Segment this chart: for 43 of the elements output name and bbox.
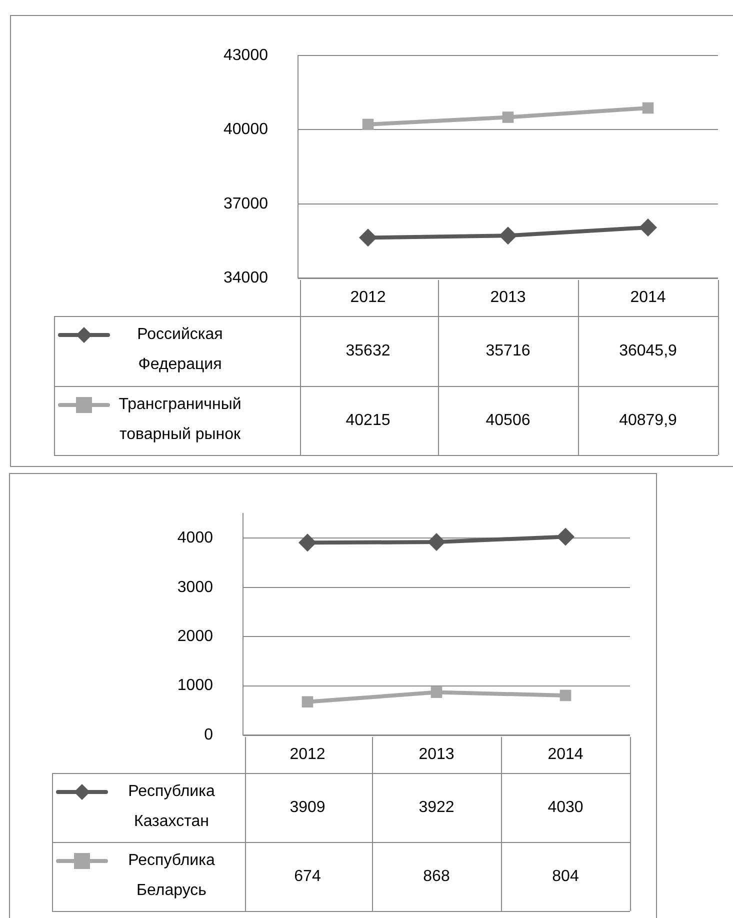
point — [499, 226, 517, 245]
x-tick-label: 2013 — [490, 289, 526, 306]
data-label: 35632 — [346, 342, 390, 360]
y-tick-label: 4000 — [177, 530, 214, 547]
data-label: 674 — [294, 868, 321, 885]
data-label: 35716 — [486, 342, 530, 360]
legend-label: Российская Федерация — [136, 325, 224, 375]
point — [428, 533, 446, 552]
x-tick-label: 2014 — [630, 289, 666, 306]
point — [302, 696, 314, 708]
point — [642, 102, 654, 114]
y-tick-label: 43000 — [224, 47, 268, 64]
data-label: 3922 — [418, 798, 454, 816]
data-label: 804 — [552, 868, 579, 885]
legend-label: Трансграничный товарный рынок — [118, 394, 242, 444]
point — [362, 118, 374, 130]
point — [430, 686, 442, 698]
x-tick-label: 2012 — [290, 746, 326, 764]
point — [560, 690, 572, 702]
y-tick-label: 3000 — [177, 578, 214, 596]
point — [556, 528, 574, 546]
data-label: 40506 — [486, 412, 530, 429]
x-tick-label: 2013 — [418, 746, 454, 764]
y-tick-label: 37000 — [224, 195, 268, 212]
y-tick-label: 1000 — [177, 677, 214, 694]
data-label: 4030 — [548, 798, 584, 816]
y-tick-label: 40000 — [224, 121, 268, 138]
point — [639, 218, 657, 236]
data-label: 36045,9 — [619, 342, 678, 360]
point — [298, 534, 316, 552]
data-label: 868 — [423, 868, 450, 885]
y-tick-label: 2000 — [177, 628, 214, 646]
y-tick-label: 34000 — [224, 269, 268, 286]
data-label: 40879,9 — [619, 412, 678, 429]
data-label: 40215 — [346, 412, 390, 429]
data-label: 3909 — [290, 798, 326, 816]
legend-label: Республика Казахстан — [127, 782, 216, 832]
x-tick-label: 2014 — [548, 746, 584, 764]
x-tick-label: 2012 — [350, 289, 386, 306]
point — [359, 228, 377, 247]
y-tick-label: 0 — [204, 726, 214, 744]
legend-label: Республика Беларусь — [127, 850, 216, 900]
point — [502, 112, 514, 123]
